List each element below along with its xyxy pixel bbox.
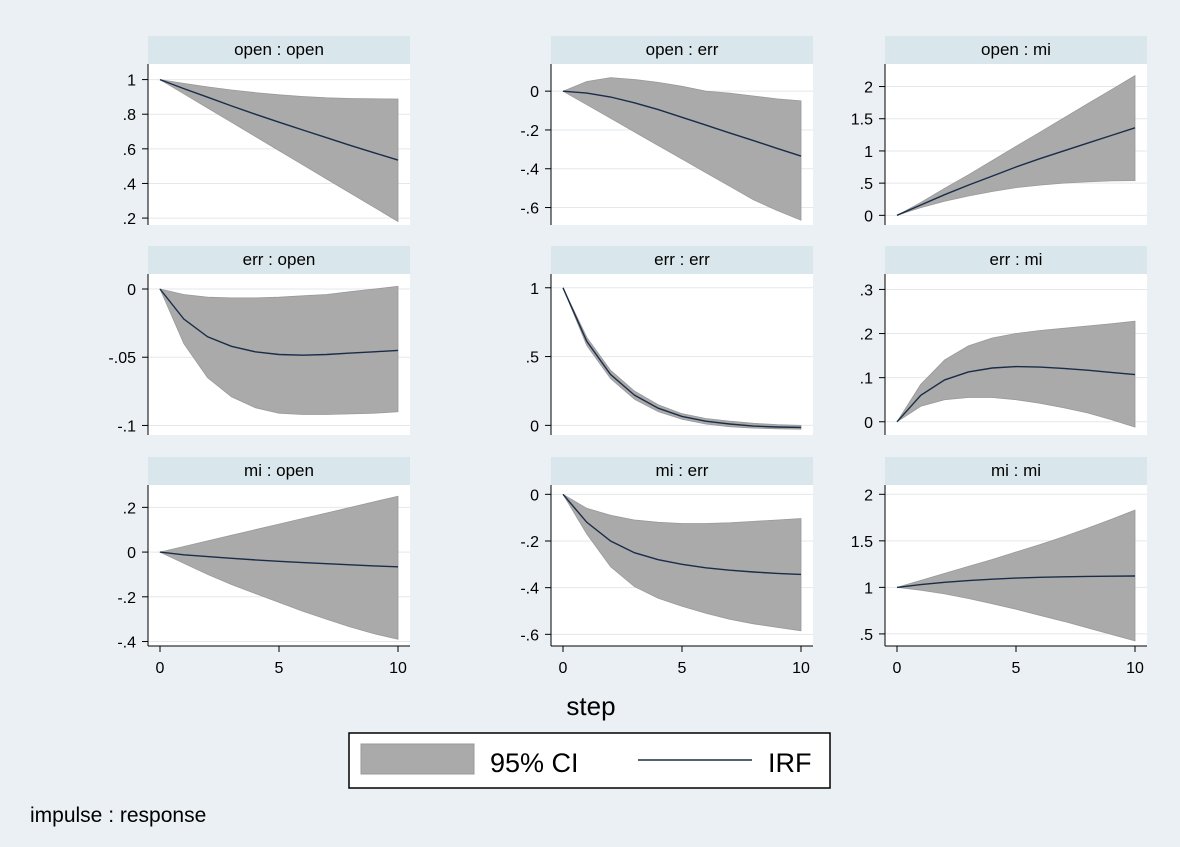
x-tick-label-mi-open-0: 0 bbox=[156, 660, 165, 677]
irf-line-mi-mi bbox=[896, 575, 1136, 589]
panel-title-err-err: err : err bbox=[654, 250, 710, 269]
y-tick-label-open-open-0: .2 bbox=[123, 211, 136, 228]
y-tick-label-mi-mi-0: .5 bbox=[860, 627, 873, 644]
legend-ci-label: 95% CI bbox=[490, 748, 579, 778]
y-tick-label-mi-err-1: -.4 bbox=[520, 581, 539, 598]
y-tick-label-open-mi-3: 1.5 bbox=[851, 112, 873, 129]
legend: 95% CI IRF bbox=[348, 732, 831, 789]
ci-band-mi-err bbox=[562, 493, 802, 632]
y-tick-label-open-open-2: .6 bbox=[123, 142, 136, 159]
y-tick-label-err-err-0: 0 bbox=[530, 418, 539, 435]
y-tick-label-err-mi-2: .2 bbox=[860, 327, 873, 344]
irf-line-open-err bbox=[562, 90, 802, 157]
ci-band-err-open bbox=[159, 285, 399, 415]
y-tick-label-open-mi-4: 2 bbox=[864, 80, 873, 97]
x-tick-label-mi-mi-1: 5 bbox=[1012, 660, 1021, 677]
panel-header-err-mi bbox=[885, 246, 1147, 274]
ci-band-open-err bbox=[562, 77, 802, 221]
x-tick-label-mi-mi-0: 0 bbox=[893, 660, 902, 677]
y-tick-label-open-mi-1: .5 bbox=[860, 176, 873, 193]
y-tick-label-mi-open-0: -.4 bbox=[117, 635, 136, 652]
irf-line-err-open bbox=[159, 288, 399, 356]
panel-title-open-open: open : open bbox=[234, 40, 324, 59]
y-tick-label-err-open-0: -.1 bbox=[117, 418, 136, 435]
panel-title-mi-mi: mi : mi bbox=[991, 461, 1041, 480]
y-tick-label-mi-err-0: -.6 bbox=[520, 627, 539, 644]
y-tick-label-err-err-1: .5 bbox=[526, 350, 539, 367]
y-tick-label-mi-open-2: 0 bbox=[127, 545, 136, 562]
y-tick-label-open-mi-0: 0 bbox=[864, 208, 873, 225]
y-tick-label-mi-open-1: -.2 bbox=[117, 590, 136, 607]
panel-title-err-open: err : open bbox=[243, 250, 316, 269]
irf-line-err-err bbox=[562, 287, 802, 429]
panel-mi-open: mi : open -.4 -.2 0 .2 0 5 10 bbox=[117, 457, 410, 677]
legend-irf-label: IRF bbox=[768, 748, 812, 778]
panel-header-open-err bbox=[551, 36, 813, 64]
y-tick-label-open-mi-2: 1 bbox=[864, 144, 873, 161]
panel-title-err-mi: err : mi bbox=[990, 250, 1043, 269]
irf-line-open-mi bbox=[896, 127, 1136, 216]
x-tick-label-mi-open-1: 5 bbox=[275, 660, 284, 677]
y-tick-label-open-open-3: .8 bbox=[123, 107, 136, 124]
panel-header-err-open bbox=[148, 246, 410, 274]
x-tick-label-mi-err-0: 0 bbox=[559, 660, 568, 677]
panel-header-open-open bbox=[148, 36, 410, 64]
y-tick-label-open-open-4: 1 bbox=[127, 73, 136, 90]
x-tick-label-mi-mi-2: 10 bbox=[1126, 660, 1144, 677]
y-tick-label-mi-mi-1: 1 bbox=[864, 580, 873, 597]
irf-line-mi-err bbox=[562, 493, 802, 576]
y-tick-label-mi-mi-3: 2 bbox=[864, 487, 873, 504]
y-tick-label-mi-open-3: .2 bbox=[123, 500, 136, 517]
chart-note: impulse : response bbox=[30, 804, 206, 827]
panel-err-mi: err : mi 0 .1 .2 .3 bbox=[860, 246, 1147, 435]
ci-band-mi-mi bbox=[896, 509, 1136, 642]
y-tick-label-err-mi-1: .1 bbox=[860, 371, 873, 388]
panel-err-err: err : err 0 .5 1 bbox=[526, 246, 813, 435]
y-tick-label-mi-err-2: -.2 bbox=[520, 534, 539, 551]
panel-open-open: open : open .2 .4 .6 .8 1 bbox=[123, 36, 410, 228]
legend-ci-swatch bbox=[360, 743, 475, 775]
y-tick-label-open-err-3: 0 bbox=[530, 84, 539, 101]
y-tick-label-open-err-1: -.4 bbox=[520, 162, 539, 179]
irf-line-mi-open bbox=[159, 551, 399, 568]
y-tick-label-mi-mi-2: 1.5 bbox=[851, 534, 873, 551]
panel-err-open: err : open -.1 -.05 0 bbox=[108, 246, 410, 435]
y-tick-label-err-open-1: -.05 bbox=[108, 350, 136, 367]
y-tick-label-open-err-0: -.6 bbox=[520, 201, 539, 218]
ci-band-mi-open bbox=[158, 495, 399, 640]
panel-title-open-mi: open : mi bbox=[981, 40, 1051, 59]
y-tick-label-err-err-2: 1 bbox=[530, 281, 539, 298]
y-tick-label-open-err-2: -.2 bbox=[520, 123, 539, 140]
panel-open-mi: open : mi 0 .5 1 1.5 2 bbox=[851, 36, 1147, 225]
panel-title-open-err: open : err bbox=[646, 40, 719, 59]
panel-title-mi-open: mi : open bbox=[244, 461, 314, 480]
panel-header-mi-err bbox=[551, 457, 813, 485]
irf-line-open-open bbox=[159, 78, 399, 161]
panel-header-mi-open bbox=[148, 457, 410, 485]
plot-area-err-err bbox=[551, 274, 813, 435]
panel-title-mi-err: mi : err bbox=[656, 461, 709, 480]
panel-header-mi-mi bbox=[885, 457, 1147, 485]
y-tick-label-err-open-2: 0 bbox=[127, 282, 136, 299]
panel-header-err-err bbox=[551, 246, 813, 274]
panel-header-open-mi bbox=[885, 36, 1147, 64]
y-tick-label-mi-err-3: 0 bbox=[530, 487, 539, 504]
y-tick-label-err-mi-3: .3 bbox=[860, 282, 873, 299]
ci-band-open-open bbox=[159, 79, 399, 223]
y-tick-label-err-mi-0: 0 bbox=[864, 415, 873, 432]
x-tick-label-mi-err-1: 5 bbox=[678, 660, 687, 677]
x-tick-label-mi-open-2: 10 bbox=[389, 660, 407, 677]
y-tick-label-open-open-1: .4 bbox=[123, 176, 136, 193]
x-tick-label-mi-err-2: 10 bbox=[792, 660, 810, 677]
x-axis-title: step bbox=[566, 691, 615, 721]
panel-open-err: open : err -.6 -.4 -.2 0 bbox=[520, 36, 813, 225]
panel-mi-err: mi : err -.6 -.4 -.2 0 0 5 10 bbox=[520, 457, 813, 677]
irf-line-err-mi bbox=[896, 365, 1136, 423]
panel-mi-mi: mi : mi .5 1 1.5 2 0 5 10 bbox=[851, 457, 1147, 677]
